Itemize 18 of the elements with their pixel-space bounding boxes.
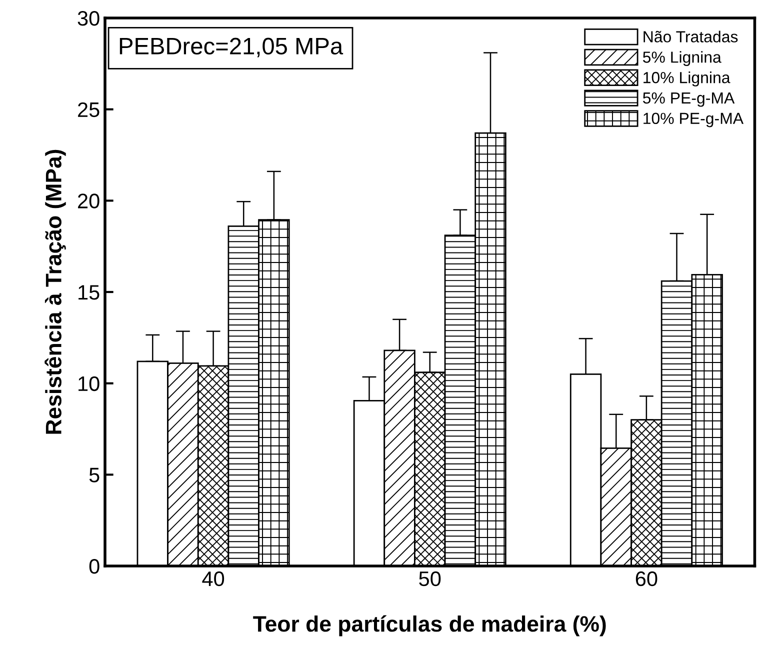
y-tick-label: 25 (78, 102, 100, 118)
legend-label: 5% Lignina (642, 51, 722, 66)
y-tick-label: 0 (89, 559, 100, 574)
x-axis-title: Teor de partículas de madeira (%) (253, 615, 606, 636)
legend-label: 10% PE-g-MA (644, 112, 744, 128)
y-tick-label: 10 (78, 376, 100, 392)
y-tick-label: 15 (78, 285, 100, 300)
annotation: PEBDrec=21,05 MPa (120, 38, 344, 58)
y-tick-label: 30 (78, 11, 100, 26)
legend-label: 10% Lignina (644, 72, 730, 86)
legend-label: Não Tratadas (644, 30, 738, 42)
y-tick-label: 5 (89, 468, 100, 482)
y-axis-title: Resistência à Tração (MPa) (44, 150, 66, 434)
legend-label: 5% PE-g-MA (642, 92, 735, 107)
y-tick-label: 20 (78, 194, 100, 208)
x-tick-label: 40 (202, 571, 224, 586)
x-tick-label: 60 (636, 571, 658, 586)
x-tick-label: 50 (419, 571, 441, 586)
